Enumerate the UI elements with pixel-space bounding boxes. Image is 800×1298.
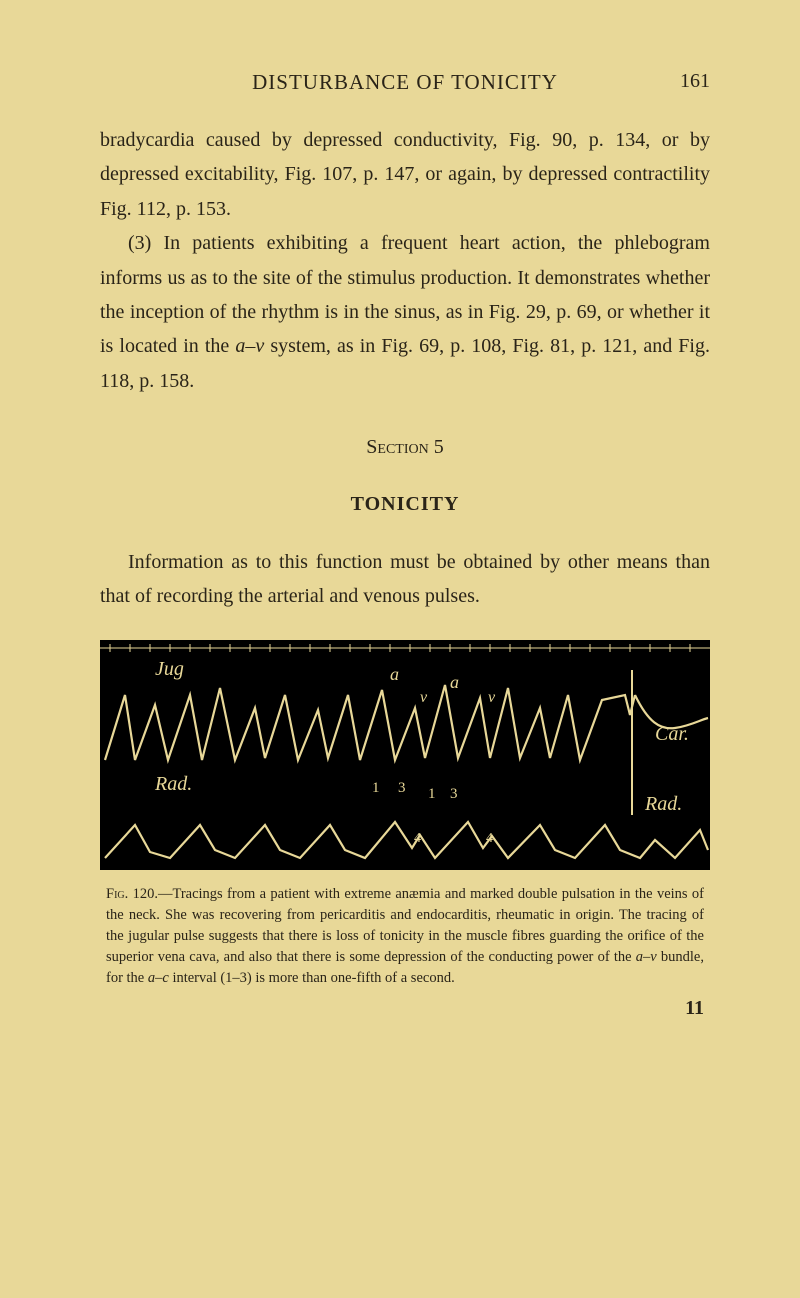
label-3: 3	[398, 780, 406, 796]
caption-text-a: Tracings from a patient with extreme anæ…	[106, 886, 704, 965]
jug-trace	[105, 685, 635, 760]
label-3b: 3	[450, 786, 458, 802]
page-number: 161	[680, 70, 710, 93]
label-car: Car.	[655, 723, 689, 745]
caption-text-c: interval (1–3) is more than one-fifth of…	[169, 970, 455, 986]
caption-lead: Fig.	[106, 886, 128, 902]
time-ticks	[100, 644, 710, 652]
label-a1: a	[390, 664, 399, 684]
paragraph-3: Information as to this function must be …	[100, 545, 710, 614]
rad-trace	[105, 822, 708, 858]
running-title: DISTURBANCE OF TONICITY	[252, 70, 558, 94]
label-jug: Jug	[155, 658, 184, 680]
label-v1: v	[420, 689, 428, 706]
label-1: 1	[372, 780, 380, 796]
caption-num: 120.—	[128, 886, 172, 902]
caption-av: a–v	[636, 949, 657, 965]
label-rad-right: Rad.	[644, 793, 682, 815]
p2-italic-av: a–v	[235, 335, 264, 357]
section-title: TONICITY	[100, 487, 710, 521]
label-rad-left: Rad.	[154, 773, 192, 795]
label-4b: 4	[486, 831, 493, 846]
running-head: DISTURBANCE OF TONICITY 161	[100, 70, 710, 95]
caption-ac: a–c	[148, 970, 169, 986]
figure-tracings: Jug a a v v Car. Rad. Rad. 1 3 1 3 4 4	[100, 640, 710, 870]
paragraph-1: bradycardia caused by depressed conducti…	[100, 123, 710, 226]
figure-caption: Fig. 120.—Tracings from a patient with e…	[106, 884, 704, 989]
tracings-svg: Jug a a v v Car. Rad. Rad. 1 3 1 3 4 4	[100, 640, 710, 870]
label-a2: a	[450, 672, 459, 692]
paragraph-2: (3) In patients exhibiting a frequent he…	[100, 226, 710, 398]
label-4a: 4	[414, 831, 421, 846]
section-label: Section 5	[100, 430, 710, 464]
signature-number: 11	[100, 997, 710, 1020]
body-text: bradycardia caused by depressed conducti…	[100, 123, 710, 614]
label-1b: 1	[428, 786, 436, 802]
label-v2: v	[488, 689, 496, 706]
